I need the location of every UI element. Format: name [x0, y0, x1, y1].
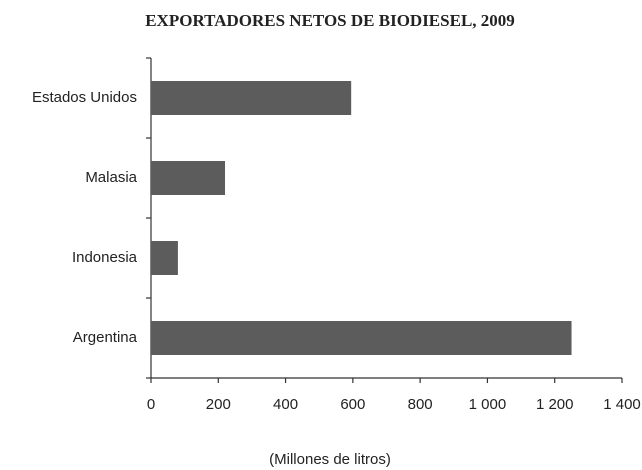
x-tick-label: 1 400	[603, 396, 641, 413]
y-tick-label: Estados Unidos	[32, 89, 137, 106]
bar	[151, 161, 226, 195]
x-tick-label: 800	[408, 396, 433, 413]
x-tick-label: 1 200	[536, 396, 574, 413]
x-tick-label: 0	[147, 396, 155, 413]
x-tick-label: 200	[206, 396, 231, 413]
y-tick-label: Malasia	[85, 169, 137, 186]
y-tick-label: Argentina	[73, 329, 138, 346]
bar	[151, 321, 572, 355]
x-tick-label: 1 000	[469, 396, 507, 413]
x-axis-label: (Millones de litros)	[269, 451, 391, 468]
x-tick-label: 600	[340, 396, 365, 413]
bar	[151, 241, 178, 275]
bar	[151, 81, 352, 115]
x-tick-label: 400	[273, 396, 298, 413]
chart-title: EXPORTADORES NETOS DE BIODIESEL, 2009	[145, 11, 515, 30]
y-tick-label: Indonesia	[72, 249, 138, 266]
